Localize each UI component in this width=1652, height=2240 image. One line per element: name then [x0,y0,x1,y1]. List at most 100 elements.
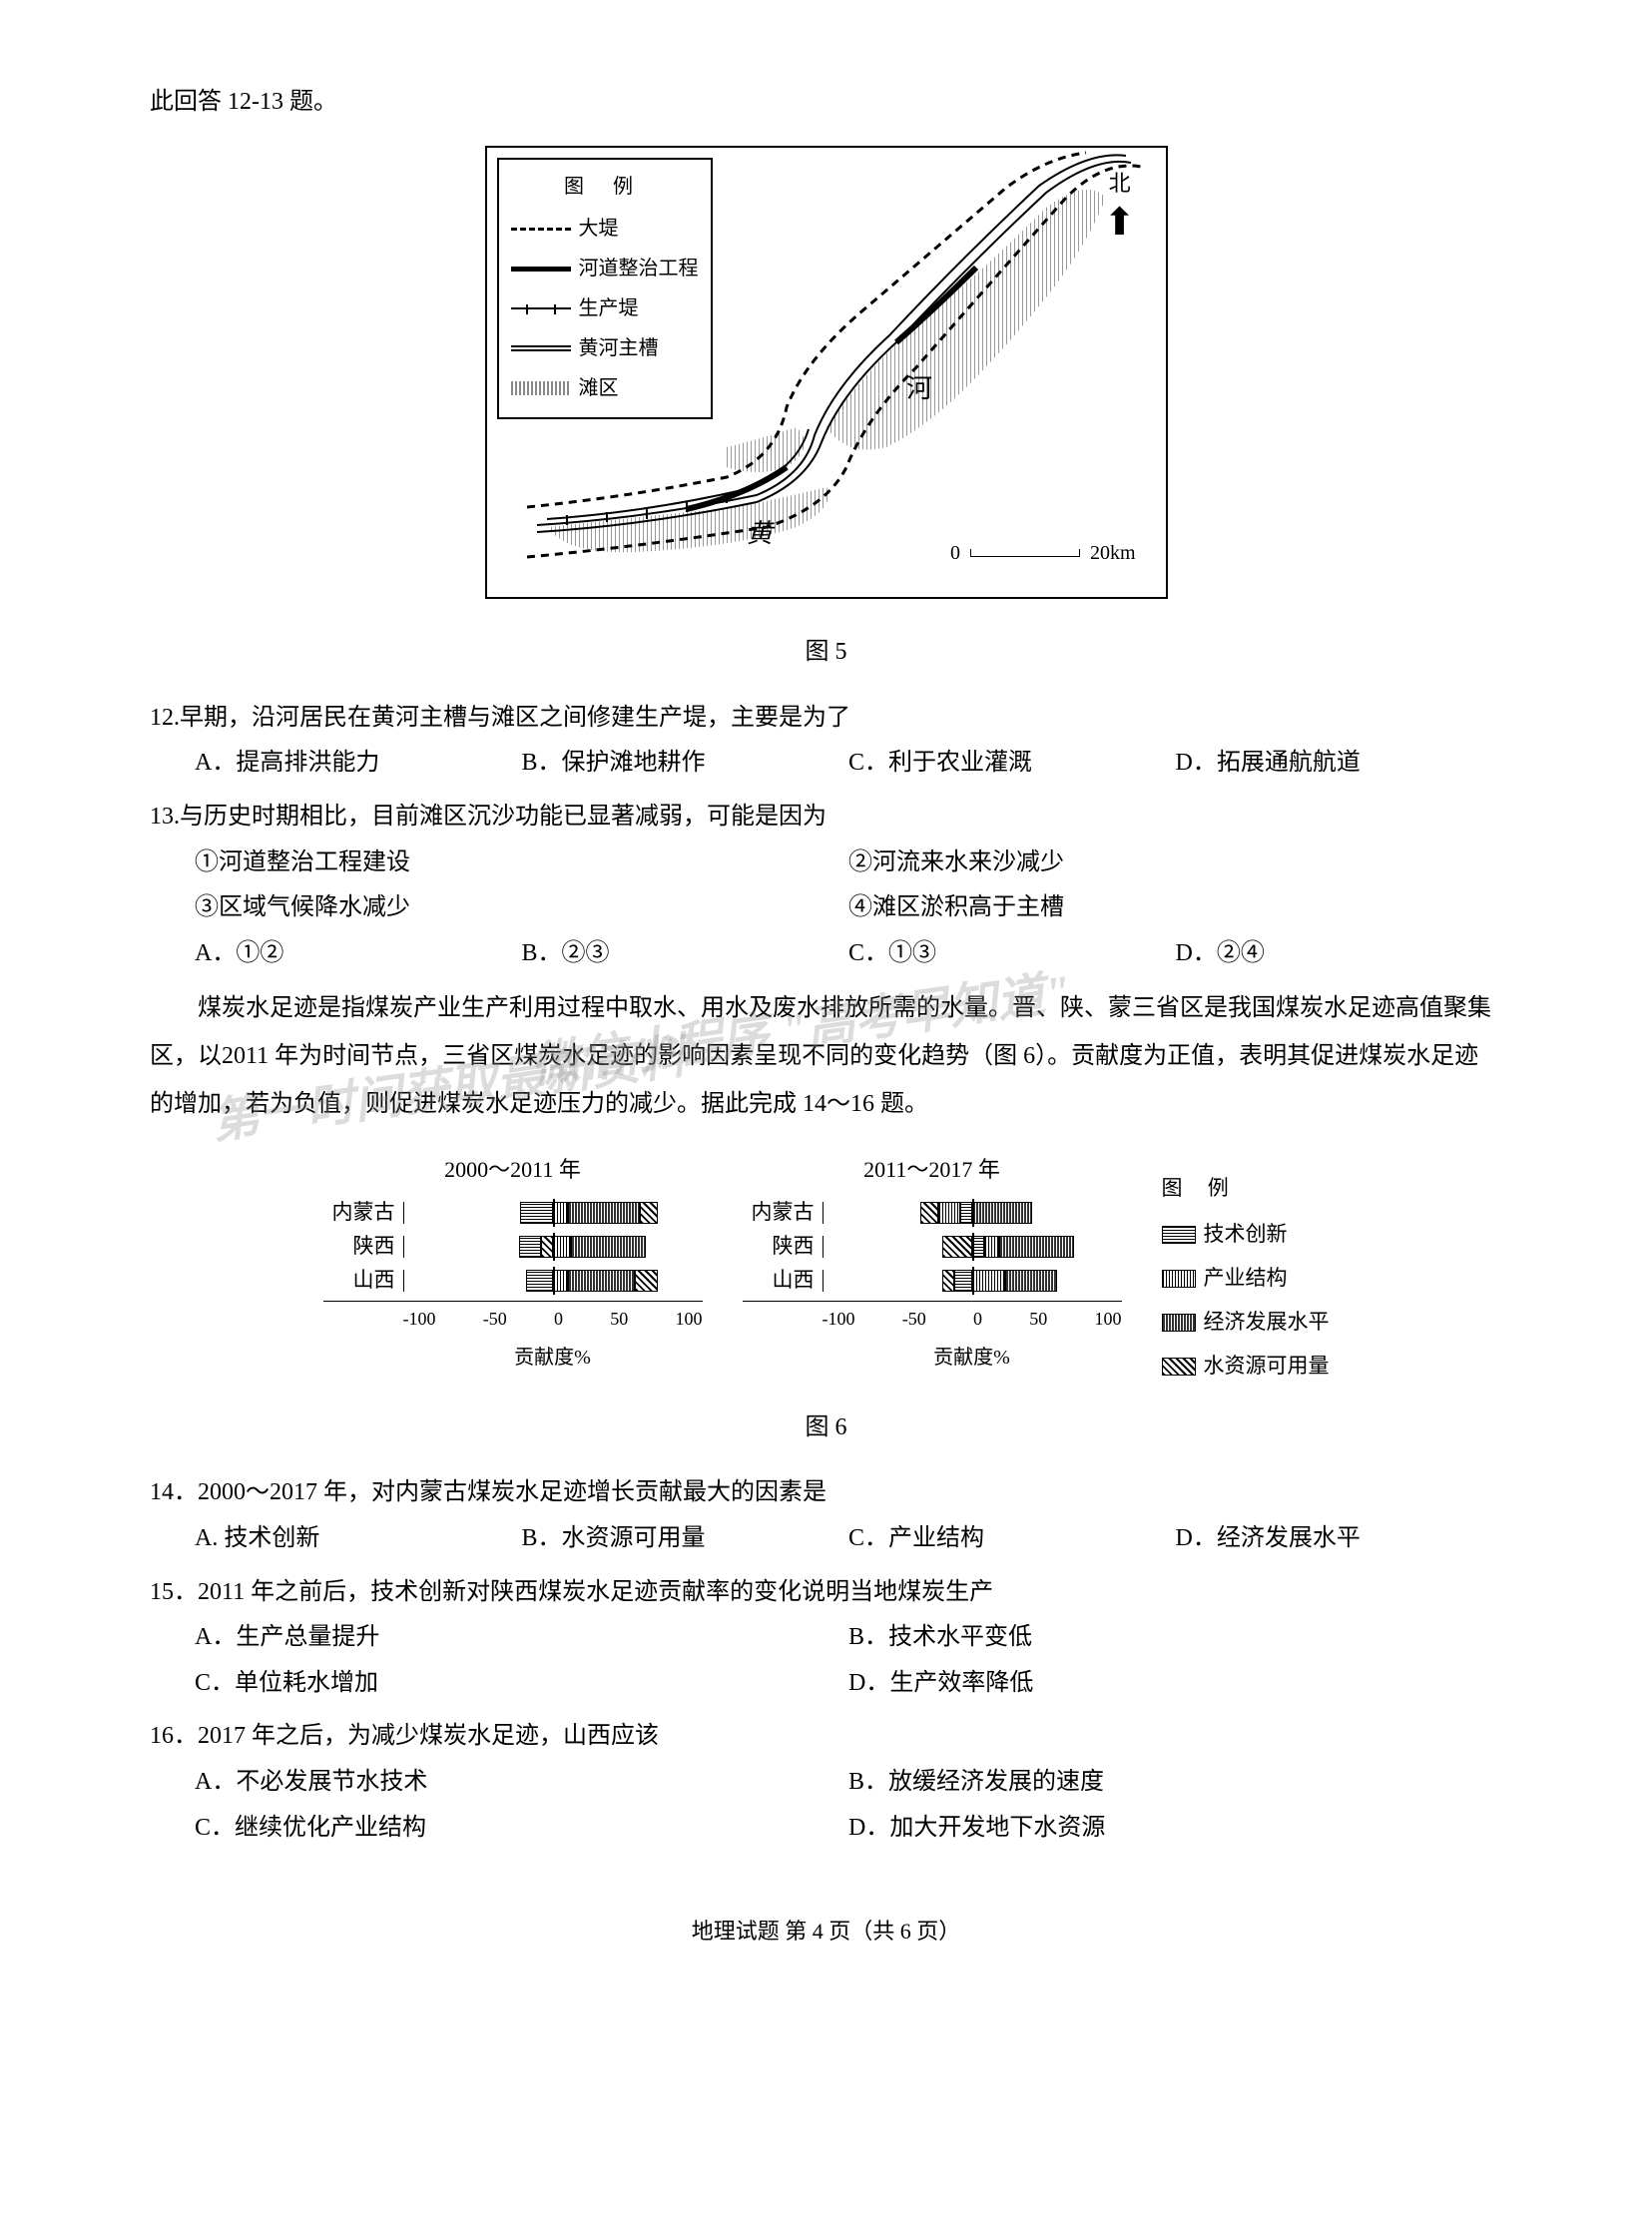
legend-industry-label: 产业结构 [1204,1259,1288,1299]
bar-segment [1005,1270,1057,1292]
bar-row: 山西 [743,1267,1122,1295]
question-15-options: A．生产总量提升 B．技术水平变低 C．单位耗水增加 D．生产效率降低 [150,1615,1502,1706]
swatch-econ-icon [1162,1314,1196,1332]
figure-5-container: 图 例 大堤 河道整治工程 生产堤 黄河主槽 [150,146,1502,676]
question-15-stem: 15．2011 年之前后，技术创新对陕西煤炭水足迹贡献率的变化说明当地煤炭生产 [150,1570,1502,1616]
option-d: D．经济发展水平 [1176,1516,1503,1562]
bar-row: 陕西 [743,1233,1122,1261]
bar-row: 内蒙古 [743,1199,1122,1227]
option-b: B．技术水平变低 [848,1615,1502,1661]
swatch-industry-icon [1162,1270,1196,1288]
bar-segment [960,1202,972,1224]
legend-title: 图 例 [511,168,699,206]
question-14-stem: 14．2000～2017 年，对内蒙古煤炭水足迹增长贡献最大的因素是 [150,1470,1502,1516]
legend-label: 大堤 [579,210,619,248]
bar-track [823,1270,1122,1292]
bar-track [403,1236,703,1258]
axis-tick: -100 [403,1302,436,1336]
axis-tick: 100 [1095,1302,1122,1336]
legend-label: 黄河主槽 [579,329,659,367]
bar-row: 内蒙古 [323,1199,703,1227]
map-legend: 图 例 大堤 河道整治工程 生产堤 黄河主槽 [497,158,713,419]
chart-right: 2011～2017 年 内蒙古陕西山西 -100-50050100 贡献度% [743,1149,1122,1377]
legend-tech: 技术创新 [1162,1215,1330,1255]
legend-water: 水资源可用量 [1162,1347,1330,1387]
legend-tech-label: 技术创新 [1204,1215,1288,1255]
question-15: 15．2011 年之前后，技术创新对陕西煤炭水足迹贡献率的变化说明当地煤炭生产 … [150,1570,1502,1707]
option-c: C．继续优化产业结构 [195,1806,848,1852]
scale-start: 0 [950,534,960,572]
question-12-options: A．提高排洪能力 B．保护滩地耕作 C．利于农业灌溉 D．拓展通航航道 [150,741,1502,787]
chart-right-title: 2011～2017 年 [743,1149,1122,1191]
option-c: C．产业结构 [848,1516,1176,1562]
option-d: D．拓展通航航道 [1176,741,1503,787]
option-a: A．①② [195,931,522,977]
bar-segment [519,1236,541,1258]
sub-4: ④滩区淤积高于主槽 [848,885,1502,931]
chart-left-axis: -100-50050100 [323,1301,703,1336]
bar-segment [920,1202,938,1224]
axis-tick: 100 [676,1302,703,1336]
legend-label: 生产堤 [579,289,639,327]
bar-segment [541,1236,553,1258]
legend-item-dike: 大堤 [511,210,699,248]
map-image: 图 例 大堤 河道整治工程 生产堤 黄河主槽 [487,148,1166,597]
question-13-subs: ①河道整治工程建设 ②河流来水来沙减少 ③区域气候降水减少 ④滩区淤积高于主槽 [150,840,1502,931]
bar-segment [568,1202,640,1224]
axis-tick: -50 [483,1302,507,1336]
chart-left: 2000～2011 年 内蒙古陕西山西 -100-50050100 贡献度% [323,1149,703,1377]
bar-segment [972,1236,984,1258]
bar-segment [553,1202,568,1224]
bar-segment [553,1270,568,1292]
axis-tick: -50 [902,1302,926,1336]
bar-segment [553,1236,571,1258]
bar-segment [568,1270,635,1292]
swatch-tech-icon [1162,1226,1196,1244]
legend-label: 滩区 [579,369,619,407]
compass-arrow-icon: ⬆ [1104,204,1136,242]
legend-econ-label: 经济发展水平 [1204,1303,1330,1343]
intro-text: 此回答 12-13 题。 [150,80,1502,126]
chart-right-axis-label: 贡献度% [743,1339,1122,1377]
option-b: B．放缓经济发展的速度 [848,1760,1502,1806]
bar-track [823,1202,1122,1224]
river-label-huang: 黄 [747,519,776,548]
bar-track [403,1202,703,1224]
bar-segment [942,1236,972,1258]
scale-bar: 0 20km [950,534,1136,572]
chart-legend-title: 图 例 [1162,1169,1330,1209]
compass-label: 北 [1104,163,1136,205]
question-13-stem: 13.与历史时期相比，目前滩区沉沙功能已显著减弱，可能是因为 [150,795,1502,840]
bar-segment [954,1270,972,1292]
bar-track [403,1270,703,1292]
page-footer: 地理试题 第 4 页（共 6 页） [150,1911,1502,1953]
chart-right-bars: 内蒙古陕西山西 [743,1199,1122,1295]
bar-segment [635,1270,657,1292]
legend-label: 河道整治工程 [579,250,699,287]
figure-6-inner: 2000～2011 年 内蒙古陕西山西 -100-50050100 贡献度% 2… [323,1149,1330,1390]
sub-1: ①河道整治工程建设 [195,840,848,886]
bar-region-label: 山西 [323,1261,403,1301]
bar-segment [984,1236,999,1258]
bar-segment [640,1202,658,1224]
figure-5-caption: 图 5 [150,630,1502,676]
bar-row: 山西 [323,1267,703,1295]
legend-item-main-channel: 黄河主槽 [511,329,699,367]
question-16-stem: 16．2017 年之后，为减少煤炭水足迹，山西应该 [150,1714,1502,1760]
axis-tick: 0 [973,1302,982,1336]
option-d: D．加大开发地下水资源 [848,1806,1502,1852]
option-c: C．①③ [848,931,1176,977]
option-b: B．水资源可用量 [522,1516,849,1562]
axis-tick: 0 [554,1302,563,1336]
question-16-options: A．不必发展节水技术 B．放缓经济发展的速度 C．继续优化产业结构 D．加大开发… [150,1760,1502,1851]
question-12: 12.早期，沿河居民在黄河主槽与滩区之间修建生产堤，主要是为了 A．提高排洪能力… [150,696,1502,787]
exam-page: 此回答 12-13 题。 图 例 大堤 河道整治工程 [150,80,1502,1953]
bar-segment [526,1270,553,1292]
river-label-he: 河 [906,374,932,403]
legend-item-river-project: 河道整治工程 [511,250,699,287]
option-d: D．生产效率降低 [848,1661,1502,1707]
bar-segment [938,1202,960,1224]
chart-left-title: 2000～2011 年 [323,1149,703,1191]
chart-left-axis-label: 贡献度% [323,1339,703,1377]
passage-wrap: 微信小程序 "高考早知道" 第一时间获取最新资料 煤炭水足迹是指煤炭产业生产利用… [150,984,1502,1128]
